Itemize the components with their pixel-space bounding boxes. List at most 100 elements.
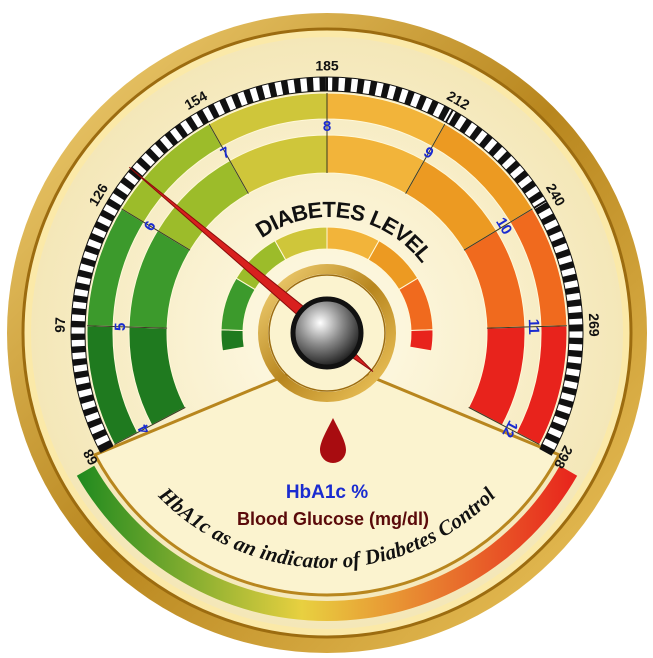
hba1c-tick-label: 12 — [498, 418, 521, 441]
hba1c-tick-label: 8 — [323, 118, 331, 135]
minor-tick — [561, 386, 577, 396]
minor-tick — [120, 176, 136, 191]
minor-tick — [448, 111, 462, 127]
minor-tick — [112, 187, 128, 201]
glucose-tick-mark — [200, 109, 209, 123]
minor-tick — [219, 98, 231, 114]
minor-tick — [72, 358, 88, 366]
minor-tick — [255, 85, 266, 101]
minor-tick — [87, 417, 103, 429]
minor-tick — [196, 109, 209, 125]
tick-line — [87, 325, 168, 329]
minor-tick — [71, 333, 86, 341]
tick-line — [121, 208, 191, 251]
minor-tick — [404, 90, 415, 106]
minor-tick — [566, 299, 582, 308]
minor-tick — [550, 421, 566, 433]
minor-tick — [231, 93, 243, 109]
minor-tick — [478, 133, 493, 149]
minor-tick — [164, 131, 179, 146]
minor-tick — [145, 148, 160, 163]
minor-tick — [80, 257, 96, 268]
inner-band — [220, 329, 245, 352]
glucose-tick-mark — [445, 109, 454, 123]
glucose-tick-mark — [107, 199, 121, 209]
minor-tick — [128, 166, 143, 181]
minor-tick — [99, 209, 116, 222]
minor-tick — [84, 244, 100, 256]
minor-tick — [568, 312, 583, 320]
tick-line — [208, 123, 249, 194]
glucose-tick-label: 185 — [315, 58, 339, 74]
minor-tick — [513, 170, 529, 184]
minor-tick — [76, 382, 92, 392]
minor-tick — [79, 394, 95, 404]
minor-tick — [546, 224, 562, 237]
minor-tick — [207, 103, 220, 119]
minor-tick — [567, 349, 583, 358]
blood-drop — [320, 418, 346, 463]
minor-tick — [82, 405, 99, 417]
minor-tick — [540, 213, 557, 226]
minor-tick — [97, 440, 113, 452]
minor-tick — [136, 157, 152, 172]
minor-tick — [534, 201, 551, 215]
minor-tick — [558, 398, 574, 409]
minor-tick — [332, 77, 339, 92]
minor-tick — [555, 248, 571, 260]
minor-tick — [415, 94, 427, 111]
minor-tick — [185, 116, 199, 132]
minor-tick — [368, 80, 378, 96]
tick-line — [463, 208, 533, 251]
inner-band — [409, 329, 434, 352]
minor-tick — [268, 82, 278, 98]
glucose-label: Blood Glucose (mg/dl) — [237, 509, 429, 529]
minor-tick — [521, 180, 537, 194]
minor-tick — [94, 220, 110, 233]
minor-tick — [280, 80, 290, 95]
glucose-tick-label: 97 — [52, 317, 68, 333]
minor-tick — [568, 337, 583, 345]
minor-tick — [437, 105, 451, 121]
hba1c-tick-label: 10 — [492, 215, 515, 238]
minor-tick — [319, 77, 326, 92]
minor-tick — [154, 139, 169, 155]
hba1c-tick-label: 5 — [112, 322, 129, 331]
hba1c-label: HbA1c % — [286, 482, 368, 503]
minor-tick — [459, 118, 473, 134]
minor-tick — [74, 282, 90, 291]
minor-tick — [306, 77, 314, 92]
minor-tick — [566, 362, 582, 371]
minor-tick — [564, 286, 580, 295]
minor-tick — [469, 125, 483, 141]
minor-tick — [544, 432, 561, 445]
glucose-tick-mark — [99, 444, 114, 453]
glucose-tick-label: 269 — [586, 313, 603, 337]
minor-tick — [344, 77, 352, 93]
hba1c-tick-label: 11 — [525, 319, 542, 335]
minor-tick — [488, 142, 503, 157]
minor-tick — [174, 123, 189, 139]
minor-tick — [562, 273, 578, 283]
minor-tick — [426, 99, 439, 116]
minor-tick — [554, 409, 570, 421]
minor-tick — [91, 428, 108, 441]
minor-tick — [74, 370, 89, 379]
minor-tick — [551, 236, 567, 248]
minor-tick — [71, 345, 86, 354]
minor-tick — [356, 78, 365, 94]
minor-tick — [559, 261, 575, 271]
minor-tick — [392, 86, 403, 102]
minor-tick — [72, 294, 88, 304]
minor-tick — [243, 89, 254, 105]
minor-tick — [564, 374, 580, 383]
lower-panel — [92, 373, 562, 597]
glucose-tick-mark — [540, 444, 555, 453]
minor-tick — [380, 83, 391, 99]
glucose-tick-mark — [533, 199, 547, 209]
minor-tick — [88, 232, 105, 244]
minor-tick — [293, 78, 302, 94]
minor-tick — [497, 151, 512, 166]
